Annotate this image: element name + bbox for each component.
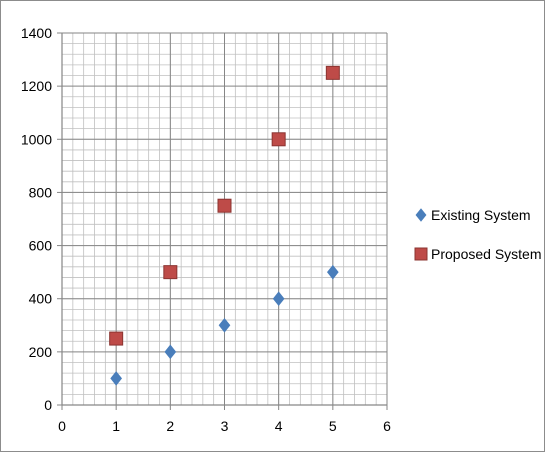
legend: Existing System Proposed System (414, 207, 542, 262)
y-tick-label: 1400 (21, 25, 52, 41)
series-1-points (110, 264, 339, 386)
x-tick-label: 3 (221, 418, 229, 434)
legend-marker (415, 208, 427, 222)
y-tick-label: 1200 (21, 78, 52, 94)
data-point (217, 198, 232, 213)
y-tick-label: 0 (44, 397, 52, 413)
legend-label: Proposed System (431, 246, 542, 262)
x-tick-label: 0 (58, 418, 66, 434)
y-axis-tick-labels: 0 200 400 600 800 1000 1200 1400 (21, 25, 52, 413)
data-point (272, 291, 285, 307)
data-point (110, 371, 123, 386)
x-tick-label: 1 (112, 418, 120, 434)
y-tick-label: 600 (29, 238, 53, 254)
legend-marker (414, 247, 428, 261)
series-2-points (109, 65, 340, 346)
data-point (326, 264, 339, 280)
x-tick-label: 5 (329, 418, 337, 434)
gridlines (61, 32, 388, 406)
x-tick-label: 2 (166, 418, 174, 434)
data-point (163, 265, 178, 280)
data-point (109, 331, 124, 346)
data-point (271, 132, 286, 147)
x-tick-label: 4 (275, 418, 283, 434)
y-tick-label: 1000 (21, 131, 52, 147)
data-point (164, 344, 177, 360)
x-tick-label: 6 (383, 418, 391, 434)
x-axis-tick-labels: 0 1 2 3 4 5 6 (58, 418, 391, 434)
axes (57, 32, 388, 410)
data-point (218, 317, 231, 333)
y-tick-label: 400 (29, 291, 53, 307)
y-tick-label: 200 (29, 344, 53, 360)
data-point (325, 65, 340, 80)
y-tick-label: 800 (29, 184, 53, 200)
legend-label: Existing System (431, 207, 531, 223)
data-points (109, 65, 340, 386)
